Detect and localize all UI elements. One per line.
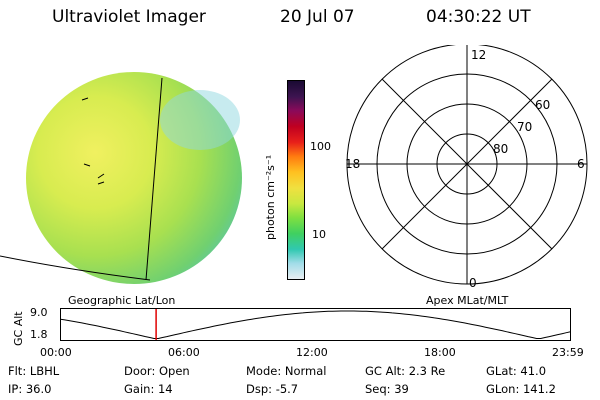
polar-mlt-plot: 12 18 6 0 60 70 80 — [345, 45, 588, 290]
timeline-axis-label: GC Alt — [12, 311, 25, 346]
timeline-xtick-1200: 12:00 — [296, 346, 328, 359]
diagonal-2 — [381, 78, 553, 250]
info-ip: IP: 36.0 — [8, 382, 52, 396]
orbit-altitude-curve — [60, 310, 571, 339]
observation-date: 20 Jul 07 — [280, 7, 355, 27]
timeline-ytick-high: 9.0 — [30, 306, 48, 319]
dayglow-limb — [160, 90, 240, 150]
mlat-label-70: 70 — [517, 120, 532, 134]
info-glon: GLon: 141.2 — [486, 382, 556, 396]
info-glat: GLat: 41.0 — [486, 364, 547, 378]
timeline-xtick-1800: 18:00 — [424, 346, 456, 359]
colorbar-unit-label: photon cm⁻²s⁻¹ — [264, 154, 277, 240]
timeline-ytick-low: 1.8 — [30, 328, 48, 341]
info-seq: Seq: 39 — [365, 382, 409, 396]
colorbar-tick-100: 100 — [310, 140, 331, 153]
info-door: Door: Open — [124, 364, 190, 378]
earth-uv-image — [0, 72, 242, 284]
mlat-label-80: 80 — [493, 142, 508, 156]
mlat-label-60: 60 — [535, 98, 550, 112]
info-mode: Mode: Normal — [246, 364, 327, 378]
mlt-label-6: 6 — [577, 157, 585, 171]
mlt-label-12: 12 — [471, 48, 486, 62]
colorbar — [287, 80, 305, 280]
orbit-timeline — [60, 308, 571, 341]
mlt-label-0: 0 — [469, 276, 477, 290]
polar-panel-label: Apex MLat/MLT — [426, 294, 509, 307]
timeline-xtick-2359: 23:59 — [552, 346, 584, 359]
meridian-line — [145, 77, 163, 281]
timeline-frame — [60, 308, 571, 341]
mlt-label-18: 18 — [345, 157, 360, 171]
info-dsp: Dsp: -5.7 — [246, 382, 299, 396]
colorbar-tick-10: 10 — [312, 228, 326, 241]
coastline — [0, 255, 151, 281]
info-flt: Flt: LBHL — [8, 364, 60, 378]
observation-time: 04:30:22 UT — [426, 7, 531, 27]
timeline-xtick-0600: 06:00 — [168, 346, 200, 359]
info-gc-alt: GC Alt: 2.3 Re — [365, 364, 446, 378]
timeline-xtick-0000: 00:00 — [40, 346, 72, 359]
geo-marks — [81, 97, 105, 185]
instrument-title: Ultraviolet Imager — [52, 7, 206, 27]
image-panel-label: Geographic Lat/Lon — [68, 294, 176, 307]
info-gain: Gain: 14 — [124, 382, 173, 396]
